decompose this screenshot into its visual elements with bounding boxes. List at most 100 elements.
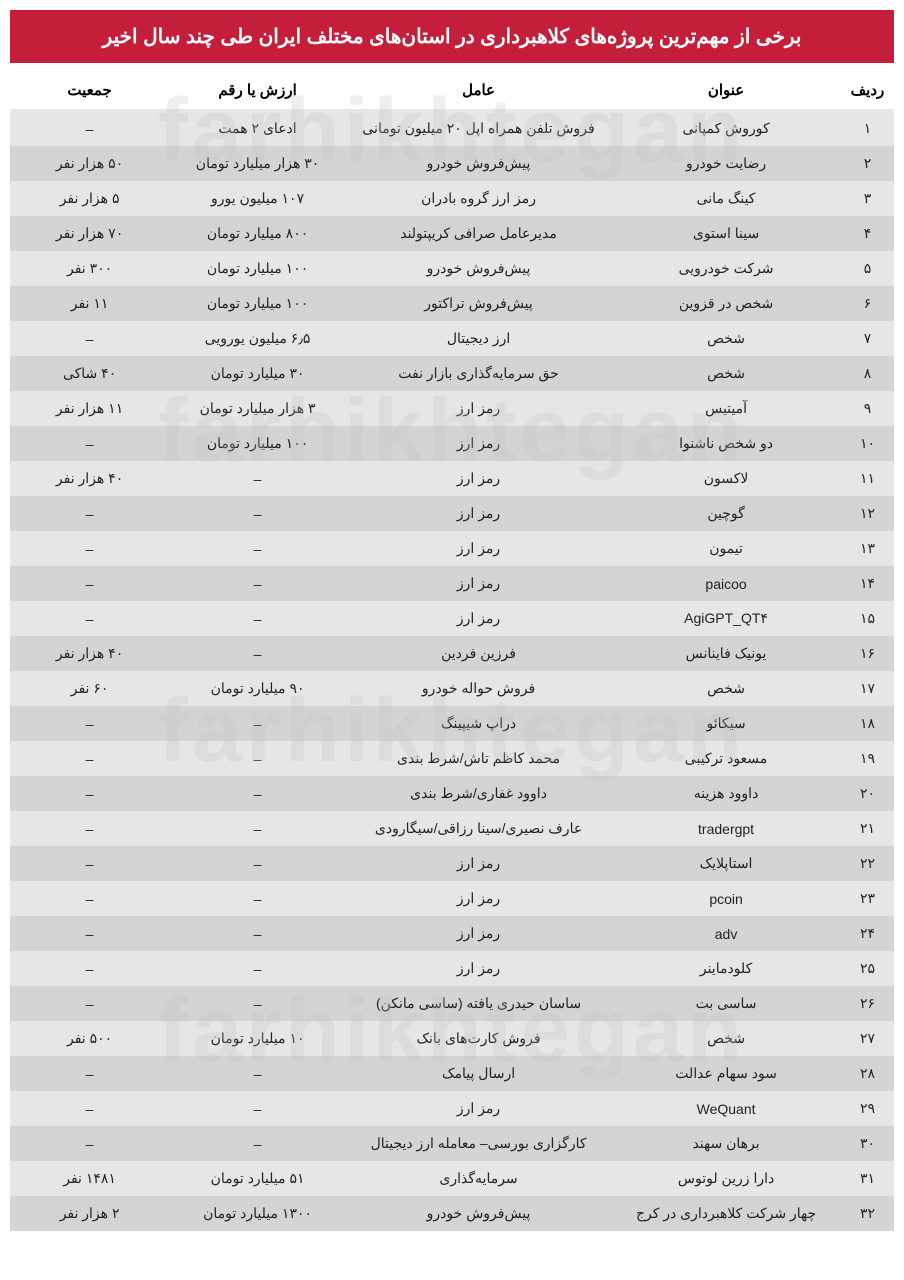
cell-row: ۲۳ [841,881,894,916]
table-row: ۳۱دارا زرین لوتوسسرمایه‌گذاری۵۱ میلیارد … [10,1161,894,1196]
table-row: ۵شرکت خودروییپیش‌فروش خودرو۱۰۰ میلیارد ت… [10,251,894,286]
table-row: ۲۹WeQuantرمز ارز–– [10,1091,894,1126]
cell-value: ۱۰۰ میلیارد تومان [169,251,346,286]
cell-title: WeQuant [611,1091,841,1126]
cell-row: ۱۶ [841,636,894,671]
cell-population: ۴۰ هزار نفر [10,461,169,496]
cell-value: – [169,811,346,846]
cell-value: – [169,1091,346,1126]
cell-agent: رمز ارز [346,496,611,531]
cell-population: – [10,531,169,566]
cell-title: شخص [611,356,841,391]
cell-value: ۱۰۰ میلیارد تومان [169,286,346,321]
cell-population: ۱۱ هزار نفر [10,391,169,426]
cell-title: داوود هزینه [611,776,841,811]
cell-population: – [10,811,169,846]
table-row: ۹آمیتیسرمز ارز۳ هزار میلیارد تومان۱۱ هزا… [10,391,894,426]
cell-title: شخص [611,321,841,356]
cell-agent: فروش حواله خودرو [346,671,611,706]
cell-title: چهار شرکت کلاهبرداری در کرج [611,1196,841,1231]
cell-population: – [10,881,169,916]
cell-row: ۲۸ [841,1056,894,1091]
cell-population: ۴۰ هزار نفر [10,636,169,671]
cell-value: ۳۰ هزار میلیارد تومان [169,146,346,181]
cell-agent: کارگزاری بورسی– معامله ارز دیجیتال [346,1126,611,1161]
cell-row: ۲۱ [841,811,894,846]
cell-row: ۹ [841,391,894,426]
cell-agent: محمد کاظم تاش/شرط بندی [346,741,611,776]
cell-row: ۲۷ [841,1021,894,1056]
table-row: ۱۶یونیک فاینانسفرزین فردین–۴۰ هزار نفر [10,636,894,671]
cell-agent: رمز ارز [346,1091,611,1126]
cell-population: ۴۰ شاکی [10,356,169,391]
cell-population: – [10,426,169,461]
cell-population: ۵ هزار نفر [10,181,169,216]
cell-value: – [169,881,346,916]
cell-agent: پیش‌فروش تراکتور [346,286,611,321]
table-row: ۱۹مسعود ترکیبیمحمد کاظم تاش/شرط بندی–– [10,741,894,776]
cell-row: ۲۶ [841,986,894,1021]
cell-row: ۱۵ [841,601,894,636]
table-row: ۱۵AgiGPT_QT۴رمز ارز–– [10,601,894,636]
page-title: برخی از مهم‌ترین پروژه‌های کلاهبرداری در… [10,10,894,63]
cell-agent: رمز ارز [346,391,611,426]
cell-title: سیکائو [611,706,841,741]
cell-row: ۲ [841,146,894,181]
cell-value: ۱۰۷ میلیون یورو [169,181,346,216]
cell-population: ۶۰ نفر [10,671,169,706]
cell-agent: ساسان حیدری یافته (ساسی مانکن) [346,986,611,1021]
cell-value: – [169,636,346,671]
cell-value: – [169,776,346,811]
table-row: ۱۲گوچینرمز ارز–– [10,496,894,531]
cell-row: ۱۱ [841,461,894,496]
cell-row: ۷ [841,321,894,356]
cell-title: pcoin [611,881,841,916]
header-value: ارزش یا رقم [169,71,346,110]
table-row: ۲۱tradergptعارف نصیری/سینا رزاقی/سیگارود… [10,811,894,846]
cell-value: – [169,706,346,741]
cell-row: ۱۰ [841,426,894,461]
cell-title: سینا استوی [611,216,841,251]
cell-population: – [10,741,169,776]
cell-value: – [169,601,346,636]
table-row: ۱۱لاکسونرمز ارز–۴۰ هزار نفر [10,461,894,496]
cell-agent: سرمایه‌گذاری [346,1161,611,1196]
table-row: ۳کینگ مانیرمز ارز گروه بادران۱۰۷ میلیون … [10,181,894,216]
cell-row: ۱ [841,110,894,146]
table-row: ۸شخصحق سرمایه‌گذاری بازار نفت۳۰ میلیارد … [10,356,894,391]
cell-agent: داوود غفاری/شرط بندی [346,776,611,811]
table-header-row: ردیف عنوان عامل ارزش یا رقم جمعیت [10,71,894,110]
cell-population: – [10,916,169,951]
cell-title: کینگ مانی [611,181,841,216]
cell-title: لاکسون [611,461,841,496]
cell-value: ۱۳۰۰ میلیارد تومان [169,1196,346,1231]
cell-title: یونیک فاینانس [611,636,841,671]
table-row: ۱۳تیمونرمز ارز–– [10,531,894,566]
cell-agent: عارف نصیری/سینا رزاقی/سیگارودی [346,811,611,846]
cell-agent: دراپ شیپینگ [346,706,611,741]
cell-population: ۵۰ هزار نفر [10,146,169,181]
cell-title: کلودماینر [611,951,841,986]
cell-agent: رمز ارز [346,951,611,986]
cell-population: – [10,1126,169,1161]
table-row: ۳۰برهان سهندکارگزاری بورسی– معامله ارز د… [10,1126,894,1161]
cell-row: ۱۳ [841,531,894,566]
cell-population: ۳۰۰ نفر [10,251,169,286]
cell-title: آمیتیس [611,391,841,426]
cell-row: ۳۰ [841,1126,894,1161]
table-row: ۴سینا استویمدیرعامل صرافی کریپتولند۸۰۰ م… [10,216,894,251]
cell-value: ۵۱ میلیارد تومان [169,1161,346,1196]
cell-value: ۸۰۰ میلیارد تومان [169,216,346,251]
cell-population: – [10,566,169,601]
cell-agent: رمز ارز [346,531,611,566]
cell-title: رضایت خودرو [611,146,841,181]
cell-row: ۱۲ [841,496,894,531]
cell-title: سود سهام عدالت [611,1056,841,1091]
cell-population: – [10,321,169,356]
cell-agent: حق سرمایه‌گذاری بازار نفت [346,356,611,391]
cell-value: ۳ هزار میلیارد تومان [169,391,346,426]
cell-title: AgiGPT_QT۴ [611,601,841,636]
table-row: ۲۰داوود هزینهداوود غفاری/شرط بندی–– [10,776,894,811]
header-row: ردیف [841,71,894,110]
cell-value: – [169,531,346,566]
